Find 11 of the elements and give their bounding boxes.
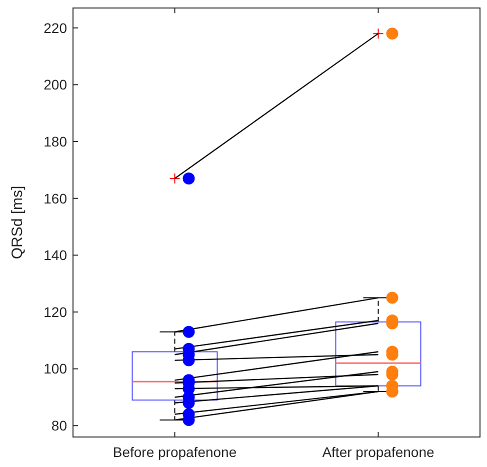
y-tick-label: 80 [51, 418, 68, 434]
y-tick-label: 160 [44, 190, 68, 206]
y-axis-title: QRSd [ms] [9, 186, 26, 260]
y-tick-label: 220 [44, 20, 68, 36]
y-tick-label: 180 [44, 133, 68, 150]
y-tick-label: 120 [44, 304, 68, 320]
y-tick-label: 140 [44, 247, 68, 264]
y-tick-label: 200 [44, 76, 68, 93]
x-tick-label: Before propafenone [112, 444, 237, 460]
y-tick-label: 100 [44, 360, 68, 377]
x-tick-label: After propafenone [322, 444, 434, 460]
